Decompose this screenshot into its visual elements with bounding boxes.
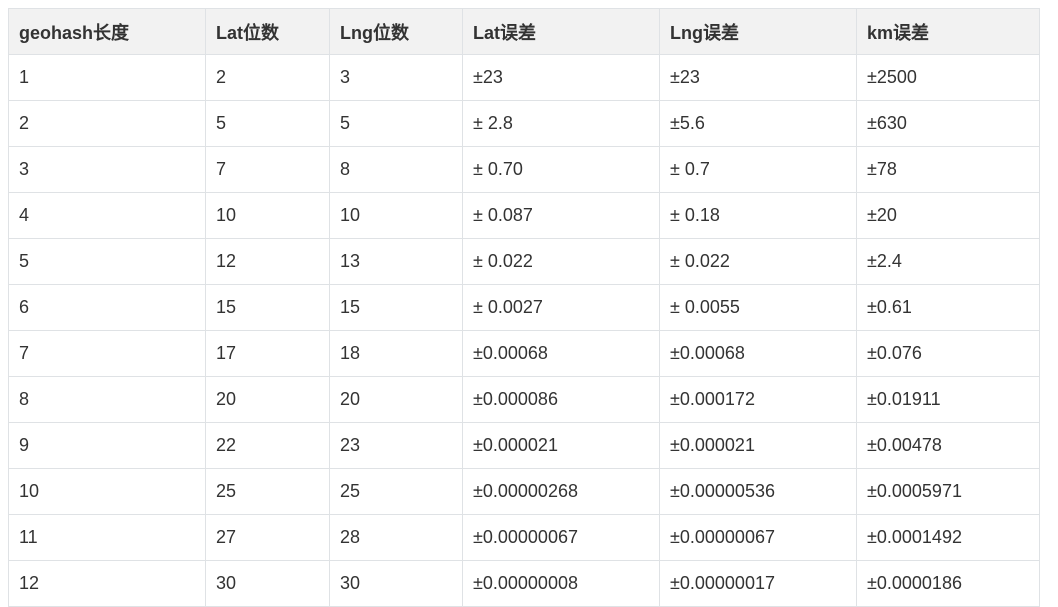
cell-lat-error: ±23 xyxy=(462,54,660,101)
cell-lat-error: ±0.00000067 xyxy=(462,514,660,561)
cell-geohash-length: 11 xyxy=(8,514,206,561)
cell-lng-error: ± 0.18 xyxy=(659,192,857,239)
cell-km-error: ±78 xyxy=(856,146,1040,193)
table-row: 4 10 10 ± 0.087 ± 0.18 ±20 xyxy=(8,192,1040,239)
cell-lat-error: ±0.00000268 xyxy=(462,468,660,515)
cell-lat-bits: 17 xyxy=(205,330,330,377)
table-body: 1 2 3 ±23 ±23 ±2500 2 5 5 ± 2.8 ±5.6 ±630 3 7 8 ± 0.70 ±… xyxy=(8,54,1040,607)
cell-lng-error: ±0.00000017 xyxy=(659,560,857,607)
cell-lng-bits: 30 xyxy=(329,560,463,607)
cell-lat-bits: 10 xyxy=(205,192,330,239)
table-row: 7 17 18 ±0.00068 ±0.00068 ±0.076 xyxy=(8,330,1040,377)
cell-lat-bits: 2 xyxy=(205,54,330,101)
cell-km-error: ±630 xyxy=(856,100,1040,147)
table-row: 12 30 30 ±0.00000008 ±0.00000017 ±0.0000186 xyxy=(8,560,1040,607)
cell-lng-error: ±0.000021 xyxy=(659,422,857,469)
cell-geohash-length: 3 xyxy=(8,146,206,193)
cell-lng-bits: 10 xyxy=(329,192,463,239)
table-row: 2 5 5 ± 2.8 ±5.6 ±630 xyxy=(8,100,1040,147)
cell-lat-error: ± 0.0027 xyxy=(462,284,660,331)
cell-lat-error: ± 2.8 xyxy=(462,100,660,147)
cell-geohash-length: 8 xyxy=(8,376,206,423)
cell-lat-error: ± 0.022 xyxy=(462,238,660,285)
table-row: 1 2 3 ±23 ±23 ±2500 xyxy=(8,54,1040,101)
cell-km-error: ±0.01911 xyxy=(856,376,1040,423)
cell-lng-error: ±0.00068 xyxy=(659,330,857,377)
cell-lng-bits: 15 xyxy=(329,284,463,331)
table-row: 8 20 20 ±0.000086 ±0.000172 ±0.01911 xyxy=(8,376,1040,423)
cell-lng-error: ±5.6 xyxy=(659,100,857,147)
cell-km-error: ±0.0001492 xyxy=(856,514,1040,561)
cell-lng-bits: 13 xyxy=(329,238,463,285)
header-lat-bits: Lat位数 xyxy=(205,8,330,55)
cell-geohash-length: 12 xyxy=(8,560,206,607)
table-row: 11 27 28 ±0.00000067 ±0.00000067 ±0.0001492 xyxy=(8,514,1040,561)
cell-lat-error: ±0.000021 xyxy=(462,422,660,469)
cell-geohash-length: 9 xyxy=(8,422,206,469)
cell-lng-error: ±0.00000536 xyxy=(659,468,857,515)
table-row: 5 12 13 ± 0.022 ± 0.022 ±2.4 xyxy=(8,238,1040,285)
cell-km-error: ±2500 xyxy=(856,54,1040,101)
cell-lat-bits: 7 xyxy=(205,146,330,193)
cell-km-error: ±2.4 xyxy=(856,238,1040,285)
cell-km-error: ±0.00478 xyxy=(856,422,1040,469)
cell-lng-bits: 18 xyxy=(329,330,463,377)
cell-lat-error: ±0.00068 xyxy=(462,330,660,377)
cell-lng-bits: 25 xyxy=(329,468,463,515)
table-row: 6 15 15 ± 0.0027 ± 0.0055 ±0.61 xyxy=(8,284,1040,331)
table-header: geohash长度 Lat位数 Lng位数 Lat误差 Lng误差 km误差 xyxy=(8,8,1040,55)
cell-lat-bits: 30 xyxy=(205,560,330,607)
header-lat-error: Lat误差 xyxy=(462,8,660,55)
header-lng-bits: Lng位数 xyxy=(329,8,463,55)
cell-lat-error: ± 0.087 xyxy=(462,192,660,239)
header-km-error: km误差 xyxy=(856,8,1040,55)
cell-lat-bits: 25 xyxy=(205,468,330,515)
cell-lng-error: ±23 xyxy=(659,54,857,101)
cell-km-error: ±20 xyxy=(856,192,1040,239)
cell-lng-bits: 5 xyxy=(329,100,463,147)
table-row: 10 25 25 ±0.00000268 ±0.00000536 ±0.0005971 xyxy=(8,468,1040,515)
header-lng-error: Lng误差 xyxy=(659,8,857,55)
cell-geohash-length: 2 xyxy=(8,100,206,147)
header-row: geohash长度 Lat位数 Lng位数 Lat误差 Lng误差 km误差 xyxy=(8,8,1040,55)
cell-lat-bits: 27 xyxy=(205,514,330,561)
cell-lng-bits: 23 xyxy=(329,422,463,469)
cell-km-error: ±0.61 xyxy=(856,284,1040,331)
cell-km-error: ±0.0005971 xyxy=(856,468,1040,515)
cell-km-error: ±0.076 xyxy=(856,330,1040,377)
cell-lat-error: ±0.00000008 xyxy=(462,560,660,607)
cell-lat-bits: 15 xyxy=(205,284,330,331)
cell-lng-error: ± 0.0055 xyxy=(659,284,857,331)
cell-geohash-length: 10 xyxy=(8,468,206,515)
cell-geohash-length: 5 xyxy=(8,238,206,285)
table-row: 9 22 23 ±0.000021 ±0.000021 ±0.00478 xyxy=(8,422,1040,469)
cell-geohash-length: 6 xyxy=(8,284,206,331)
cell-lat-bits: 12 xyxy=(205,238,330,285)
cell-lat-bits: 20 xyxy=(205,376,330,423)
cell-geohash-length: 7 xyxy=(8,330,206,377)
cell-lng-bits: 28 xyxy=(329,514,463,561)
cell-lng-error: ± 0.022 xyxy=(659,238,857,285)
geohash-precision-table: geohash长度 Lat位数 Lng位数 Lat误差 Lng误差 km误差 1… xyxy=(8,8,1040,607)
cell-lat-error: ± 0.70 xyxy=(462,146,660,193)
geohash-precision-table-container: geohash长度 Lat位数 Lng位数 Lat误差 Lng误差 km误差 1… xyxy=(8,8,1040,607)
cell-lng-error: ± 0.7 xyxy=(659,146,857,193)
table-row: 3 7 8 ± 0.70 ± 0.7 ±78 xyxy=(8,146,1040,193)
cell-km-error: ±0.0000186 xyxy=(856,560,1040,607)
cell-lng-error: ±0.000172 xyxy=(659,376,857,423)
cell-lng-bits: 8 xyxy=(329,146,463,193)
cell-lat-error: ±0.000086 xyxy=(462,376,660,423)
cell-geohash-length: 1 xyxy=(8,54,206,101)
cell-lat-bits: 22 xyxy=(205,422,330,469)
header-geohash-length: geohash长度 xyxy=(8,8,206,55)
cell-lng-bits: 20 xyxy=(329,376,463,423)
cell-lng-bits: 3 xyxy=(329,54,463,101)
cell-lat-bits: 5 xyxy=(205,100,330,147)
cell-geohash-length: 4 xyxy=(8,192,206,239)
cell-lng-error: ±0.00000067 xyxy=(659,514,857,561)
